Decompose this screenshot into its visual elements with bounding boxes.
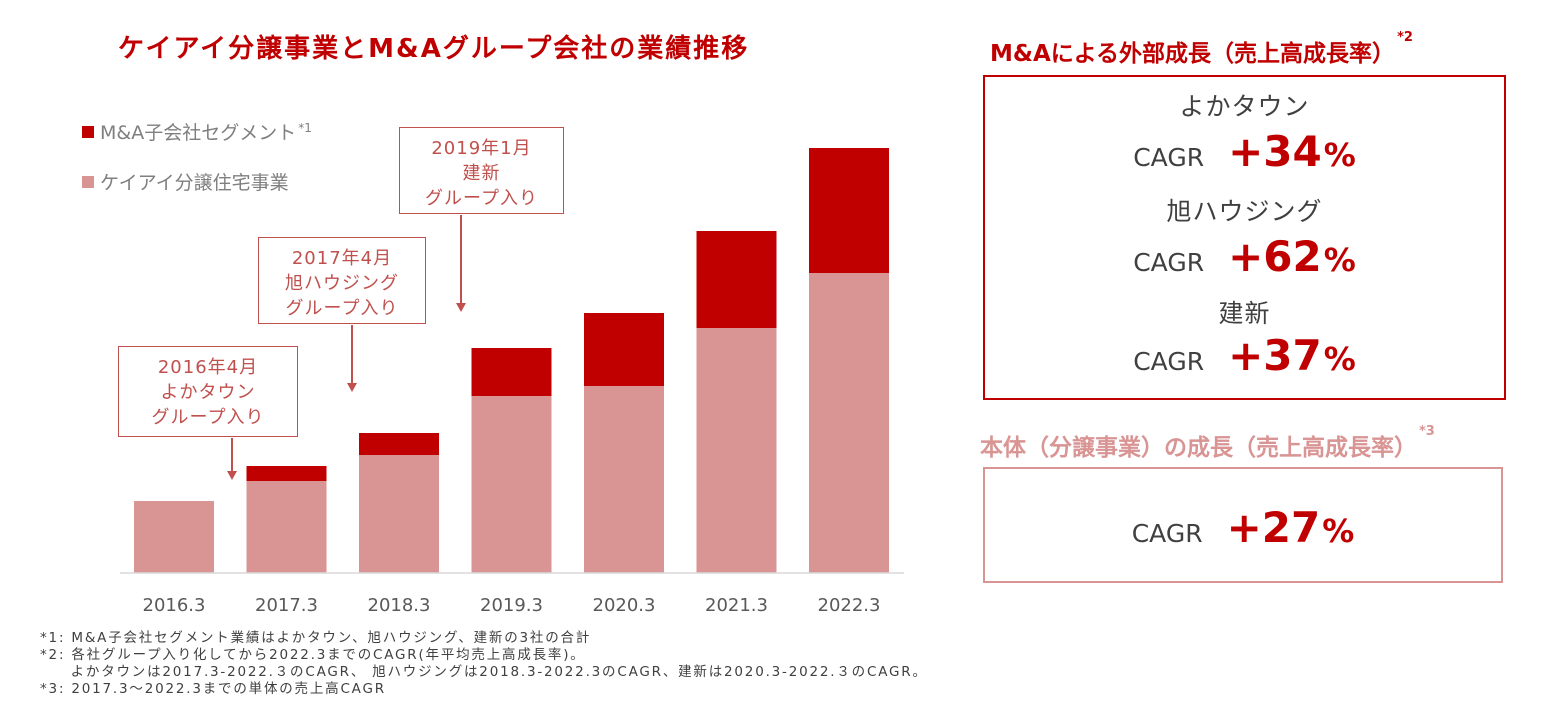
legend-label-core-business: ケイアイ分譲住宅事業 [100, 172, 289, 194]
annotation-arrowhead-2 [347, 383, 357, 392]
cagr-row-kenshin: CAGR +37 % [985, 331, 1504, 380]
core-growth-panel: CAGR +27 % [983, 467, 1503, 583]
bar-core-2022.3 [809, 273, 889, 573]
legend-label-ma-segment: M&A子会社セグメント [100, 122, 297, 144]
footnote-2-detail: よかタウンは2017.3-2022.３のCAGR、 旭ハウジングは2018.3-… [40, 664, 928, 680]
company-asahi-housing: 旭ハウジング [1166, 197, 1323, 226]
bar-core-2021.3 [696, 328, 777, 573]
cagr-unit: % [1323, 136, 1356, 174]
cagr-unit: % [1323, 340, 1356, 378]
x-tick-label: 2016.3 [143, 595, 206, 616]
footnote-1: *1: M&A子会社セグメント業績はよかタウン、旭ハウジング、建新の3社の合計 [40, 630, 592, 646]
bar-core-2017.3 [246, 481, 327, 573]
cagr-label: CAGR [1133, 143, 1205, 172]
x-tick-label: 2022.3 [818, 595, 881, 616]
cagr-label: CAGR [1131, 519, 1203, 548]
bar-ma-2018.3 [359, 433, 439, 455]
cagr-value-yokatown: +34 [1228, 127, 1322, 176]
callout-kenshin-date: 2019年1月 [431, 138, 532, 159]
bar-ma-2020.3 [584, 313, 664, 386]
callout-asahi-text: グループ入り [285, 298, 399, 319]
cagr-unit: % [1323, 241, 1356, 279]
company-yokatown: よかタウン [1179, 92, 1310, 121]
x-tick-label: 2017.3 [255, 595, 318, 616]
x-tick-label: 2019.3 [480, 595, 543, 616]
bar-core-2019.3 [471, 396, 552, 573]
bar-core-2020.3 [584, 386, 664, 573]
callout-kenshin-company: 建新 [462, 163, 501, 184]
footnote-2: *2: 各社グループ入り化してから2022.3までのCAGR(年平均売上高成長率… [40, 647, 586, 663]
x-tick-label: 2021.3 [705, 595, 768, 616]
callout-asahi-housing: 2017年4月 旭ハウジング グループ入り [258, 237, 426, 324]
cagr-value-asahi-housing: +62 [1228, 232, 1322, 281]
bar-core-2016.3 [134, 501, 214, 573]
cagr-unit: % [1322, 512, 1355, 550]
legend-item-core-business: ケイアイ分譲住宅事業 [82, 168, 289, 195]
callout-yokatown: 2016年4月 よかタウン グループ入り [118, 346, 298, 437]
callout-kenshin: 2019年1月 建新 グループ入り [399, 127, 564, 214]
cagr-row-core: CAGR +27 % [985, 503, 1501, 552]
annotation-arrowhead-1 [227, 471, 237, 480]
callout-asahi-company: 旭ハウジング [285, 273, 399, 294]
callout-yokatown-company: よかタウン [160, 382, 256, 403]
chart-title: ケイアイ分譲事業とM&Aグループ会社の業績推移 [118, 34, 750, 64]
bar-ma-2017.3 [246, 466, 327, 481]
company-kenshin: 建新 [1218, 299, 1271, 328]
ma-panel-title-marker: *2 [1397, 30, 1413, 45]
cagr-row-asahi-housing: CAGR +62 % [985, 232, 1504, 281]
legend-swatch-ma-segment [82, 125, 94, 138]
cagr-value-core: +27 [1226, 503, 1321, 552]
core-panel-title-text: 本体（分譲事業）の成長（売上高成長率） [980, 435, 1417, 461]
ma-panel-title-text: M&Aによる外部成長（売上高成長率） [990, 41, 1396, 67]
bar-ma-2019.3 [471, 348, 552, 396]
x-tick-label: 2020.3 [593, 595, 656, 616]
ma-growth-panel: よかタウン CAGR +34 % 旭ハウジング CAGR +62 % 建新 CA… [983, 75, 1506, 400]
legend-swatch-core-business [82, 175, 94, 188]
x-tick-label: 2018.3 [368, 595, 431, 616]
annotation-arrowhead-3 [456, 303, 466, 312]
cagr-value-kenshin: +37 [1228, 331, 1322, 380]
callout-asahi-date: 2017年4月 [291, 248, 393, 269]
bar-core-2018.3 [359, 455, 439, 573]
footnote-3: *3: 2017.3～2022.3までの単体の売上高CAGR [40, 681, 386, 697]
cagr-label: CAGR [1133, 347, 1205, 376]
callout-kenshin-text: グループ入り [425, 188, 538, 209]
core-panel-title: 本体（分譲事業）の成長（売上高成長率）*3 [980, 424, 1435, 462]
legend-footnote-marker: *1 [298, 120, 312, 135]
callout-yokatown-text: グループ入り [151, 407, 265, 428]
bar-ma-2021.3 [696, 231, 777, 328]
stacked-bar-chart: 2016.3 2017.3 2018.3 2019.3 2020.3 2021.3 2022… [120, 148, 904, 616]
bar-ma-2022.3 [809, 148, 889, 273]
callout-yokatown-date: 2016年4月 [157, 357, 259, 378]
cagr-label: CAGR [1133, 248, 1205, 277]
legend-item-ma-segment: M&A子会社セグメント *1 [82, 118, 312, 145]
ma-panel-title: M&Aによる外部成長（売上高成長率）*2 [990, 30, 1413, 68]
cagr-row-yokatown: CAGR +34 % [985, 127, 1504, 176]
core-panel-title-marker: *3 [1419, 424, 1435, 439]
